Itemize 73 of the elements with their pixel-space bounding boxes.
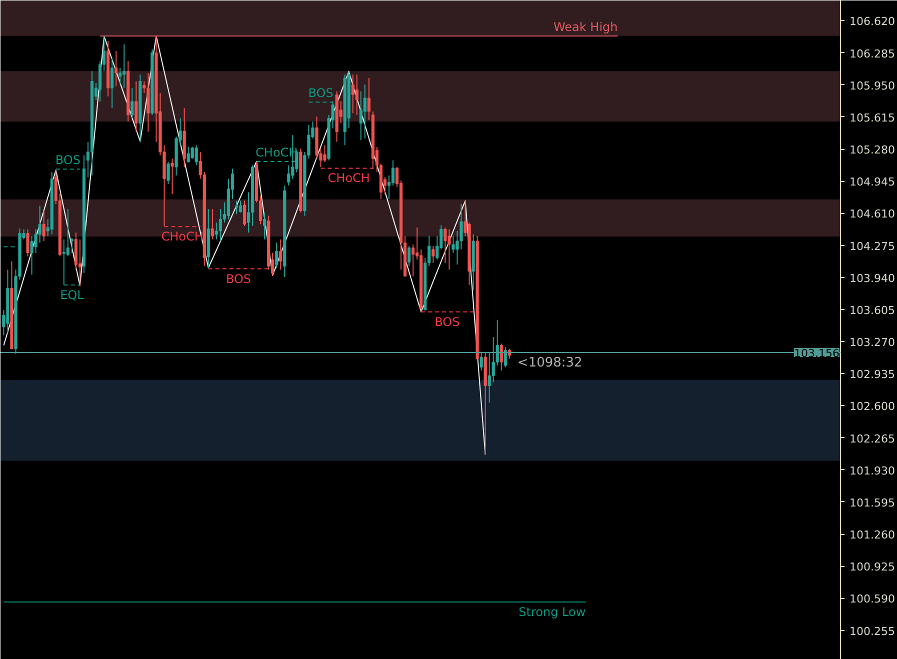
candlestick [210,208,214,240]
candlestick [170,158,174,194]
candlestick [30,236,34,276]
y-tick-label: 103.270 [850,336,895,350]
candlestick [66,208,70,257]
candlestick [214,222,218,240]
candlestick [500,343,503,372]
y-tick-label: 104.945 [850,176,895,189]
candlestick [42,210,46,242]
y-tick-label: 105.280 [850,144,895,157]
y-tick-label: 101.260 [850,528,895,542]
candlestick [218,208,222,242]
candlestick [234,200,238,215]
candlestick [26,228,30,257]
candlestick [448,228,451,270]
series-label: EQL [60,288,84,302]
series-label: BOS [226,272,252,286]
ref-line-label: 103.156 [794,346,840,360]
y-tick-label: 106.285 [850,47,895,60]
y-tick-label: 104.610 [850,208,895,221]
candlestick [242,200,246,226]
y-tick-label: 100.255 [850,624,895,638]
y-tick-label: 105.950 [850,79,895,92]
candlestick [134,80,138,132]
candlestick [62,238,66,286]
candlestick [367,77,370,120]
candlestick [504,346,507,368]
candlestick [488,352,491,404]
series-label: Weak High [554,20,618,34]
y-tick-label: 103.940 [850,272,895,285]
y-tick-label: 102.265 [850,432,895,446]
series-label: CHoCH [328,171,370,186]
y-tick-label: 101.595 [850,496,895,510]
candlestick [194,144,198,166]
candlestick [363,84,366,139]
candlestick [110,57,114,109]
y-tick-label: 102.935 [850,368,895,382]
candlestick [238,200,242,213]
candlestick [78,238,82,287]
y-tick-label: 100.590 [850,592,895,606]
y-tick-label: 105.615 [850,111,895,124]
candlestick [114,50,118,87]
y-tick-label: 103.605 [850,304,895,317]
candlestick [408,246,411,267]
candlestick [412,244,415,277]
y-tick-label: 100.925 [850,560,895,574]
candlestick [118,67,122,86]
candlestick [122,44,126,89]
y-tick-label: 102.600 [850,400,895,414]
annotation: <1098:32 [517,355,582,370]
candlestick [70,237,74,254]
series-label: BOS [55,153,80,168]
candlestick [355,74,358,116]
candlestick [351,74,354,114]
series-label: BOS [434,314,460,329]
candlestick [130,88,134,119]
series-label: Strong Low [518,605,586,620]
candlestick [460,204,463,250]
candlestick [480,352,483,372]
candlestick [452,236,455,254]
series-label: BOS [308,86,334,100]
candlestick [275,242,278,268]
candlestick [279,238,282,270]
candlestick [166,161,170,184]
candlestick [432,246,435,264]
y-tick-label: 106.620 [850,15,895,28]
candlestick [186,146,190,163]
candlestick [359,90,362,141]
candlestick [263,212,266,240]
y-tick-label: 101.930 [850,464,895,478]
candlestick [391,160,395,186]
y-tick-label: 104.275 [850,240,895,253]
candlestick [323,144,326,162]
